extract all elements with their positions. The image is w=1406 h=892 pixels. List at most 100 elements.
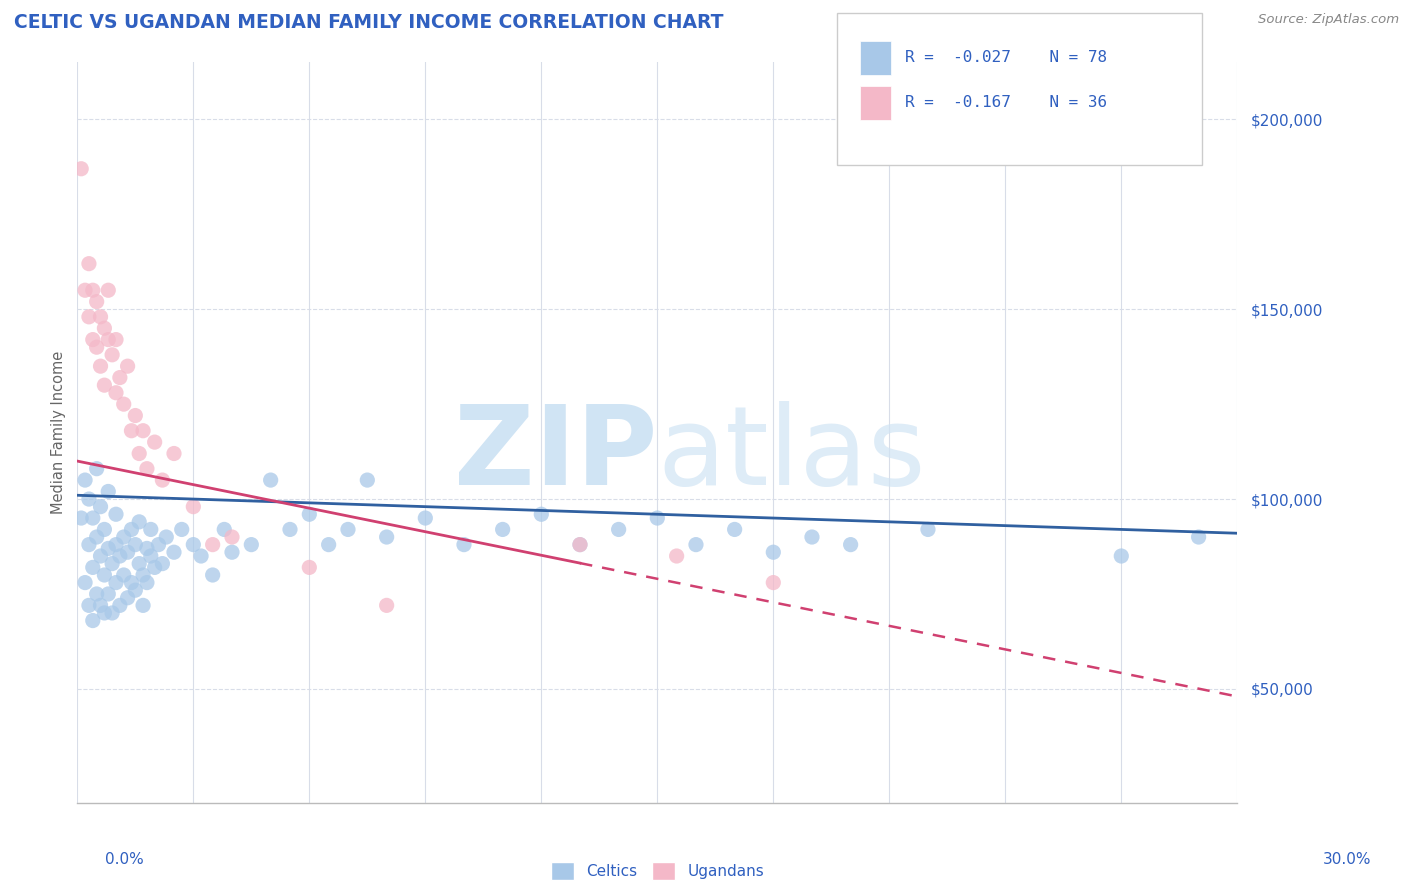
Point (214, 523, 236, 537)
Text: atlas: atlas (658, 401, 925, 508)
Point (75, 575, 96, 590)
Point (93, 378, 115, 392)
Point (90, 500, 111, 514)
Point (278, 523, 301, 537)
Text: 30.0%: 30.0% (1323, 852, 1371, 867)
Text: ZIP: ZIP (454, 401, 658, 508)
Point (139, 549, 162, 563)
Point (112, 530, 135, 544)
Point (105, 333, 127, 347)
Point (298, 508, 321, 522)
Point (105, 508, 127, 522)
Point (105, 385, 127, 400)
Point (97, 587, 120, 601)
Text: R =  -0.167    N = 36: R = -0.167 N = 36 (905, 95, 1108, 110)
Y-axis label: Median Family Income: Median Family Income (51, 351, 66, 515)
Point (75, 283, 96, 297)
Point (75, 473, 96, 487)
Point (128, 446, 150, 460)
Point (105, 575, 127, 590)
Point (93, 568, 115, 582)
Point (70, 511, 93, 525)
Point (90, 599, 111, 613)
Point (143, 435, 166, 450)
Point (190, 549, 212, 563)
Point (132, 568, 155, 582)
Point (128, 515, 150, 529)
Point (112, 397, 135, 411)
Point (647, 511, 669, 525)
Point (356, 473, 378, 487)
Point (90, 549, 111, 563)
Point (152, 473, 174, 487)
Point (77, 599, 100, 613)
Legend: Celtics, Ugandans: Celtics, Ugandans (551, 862, 763, 880)
Point (492, 523, 515, 537)
Point (839, 538, 862, 552)
Point (86, 587, 108, 601)
Point (108, 549, 131, 563)
Point (607, 523, 630, 537)
Point (117, 359, 139, 374)
Point (685, 538, 707, 552)
Point (86, 340, 108, 354)
Point (97, 333, 120, 347)
Point (143, 560, 166, 574)
Point (1187, 530, 1209, 544)
Text: Source: ZipAtlas.com: Source: ZipAtlas.com (1258, 13, 1399, 27)
Point (70, 161, 93, 176)
Point (453, 538, 475, 552)
Point (101, 557, 124, 571)
Text: CELTIC VS UGANDAN MEDIAN FAMILY INCOME CORRELATION CHART: CELTIC VS UGANDAN MEDIAN FAMILY INCOME C… (14, 13, 724, 32)
Point (93, 523, 115, 537)
Point (132, 424, 155, 438)
Point (260, 473, 283, 487)
Point (82, 283, 104, 297)
Point (240, 538, 263, 552)
Point (337, 523, 360, 537)
Point (108, 370, 131, 384)
Point (86, 530, 108, 544)
Point (170, 523, 193, 537)
Point (201, 538, 224, 552)
Point (136, 461, 159, 475)
Point (101, 348, 124, 362)
Point (163, 545, 186, 559)
Point (530, 508, 553, 522)
Point (132, 599, 155, 613)
Point (117, 591, 139, 605)
Point (97, 541, 120, 556)
Point (569, 538, 592, 552)
Point (569, 538, 592, 552)
Point (77, 310, 100, 324)
Point (86, 461, 108, 475)
Point (97, 484, 120, 499)
Point (108, 599, 131, 613)
Point (121, 424, 143, 438)
Point (298, 560, 321, 574)
Point (112, 568, 135, 582)
Point (117, 545, 139, 559)
Point (90, 359, 111, 374)
Point (97, 283, 120, 297)
Point (183, 538, 205, 552)
Point (139, 523, 162, 537)
Point (82, 614, 104, 628)
Point (318, 538, 340, 552)
Point (77, 538, 100, 552)
Point (183, 500, 205, 514)
Point (121, 523, 143, 537)
Point (155, 530, 177, 544)
Point (1111, 549, 1133, 563)
Point (762, 545, 785, 559)
Point (221, 530, 243, 544)
Text: R =  -0.027    N = 78: R = -0.027 N = 78 (905, 51, 1108, 65)
Point (201, 568, 224, 582)
Point (90, 310, 111, 324)
Point (163, 446, 186, 460)
Point (917, 523, 939, 537)
Point (82, 333, 104, 347)
Point (77, 257, 100, 271)
Point (77, 491, 100, 506)
Point (124, 538, 146, 552)
